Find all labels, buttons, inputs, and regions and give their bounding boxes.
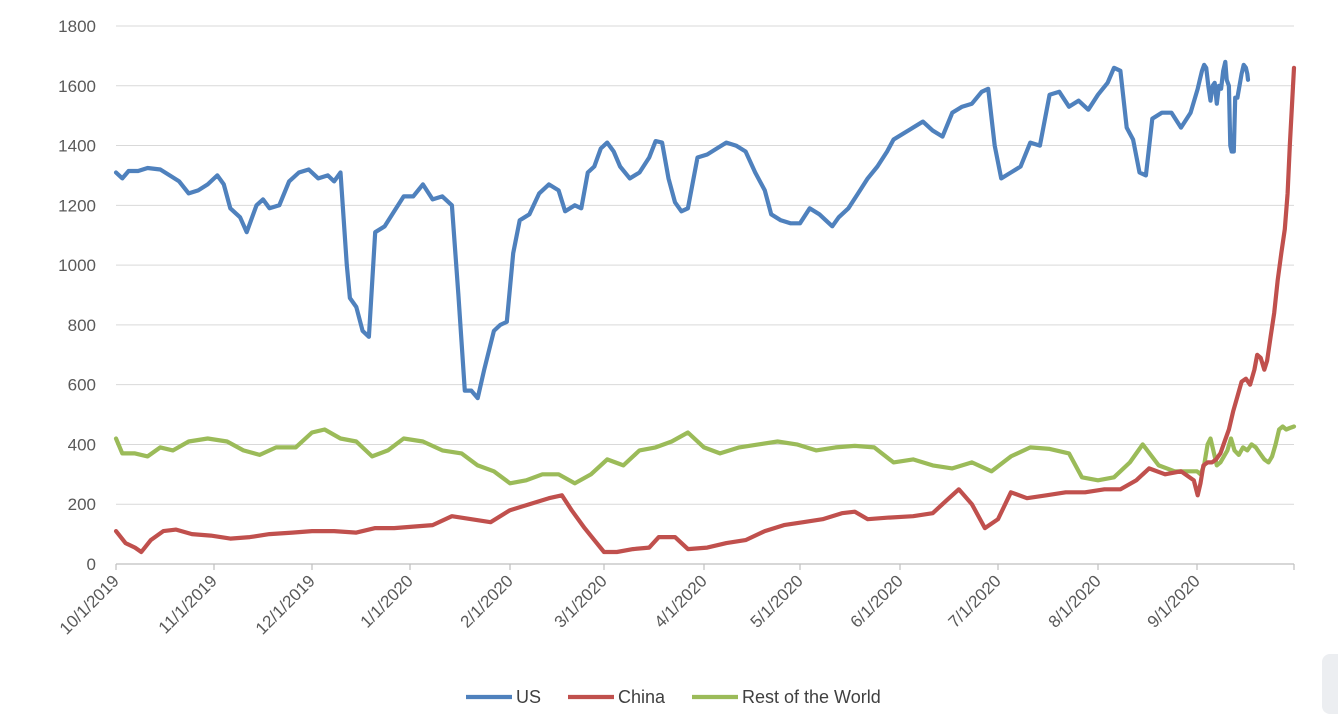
x-tick-label: 11/1/2019 [155, 571, 221, 637]
y-tick-label: 1600 [58, 77, 96, 96]
x-tick-label: 6/1/2020 [847, 571, 907, 631]
series-line-china [113, 65, 1297, 555]
x-tick-label: 8/1/2020 [1045, 571, 1105, 631]
legend-label-rest-of-the-world: Rest of the World [742, 687, 881, 707]
y-tick-label: 200 [68, 495, 96, 514]
y-tick-label: 800 [68, 316, 96, 335]
gridlines [116, 25, 1294, 565]
series-line-us [113, 59, 1251, 401]
x-tick-label: 10/1/2019 [56, 571, 123, 638]
y-tick-label: 1000 [58, 256, 96, 275]
y-tick-label: 400 [68, 435, 96, 454]
x-tick-label: 4/1/2020 [651, 571, 711, 631]
y-tick-label: 1800 [58, 17, 96, 36]
x-tick-label: 12/1/2019 [252, 571, 319, 638]
legend-label-us: US [516, 687, 541, 707]
series-line-rest-of-the-world [113, 424, 1297, 486]
y-tick-label: 1400 [58, 137, 96, 156]
x-axis-tick-labels: 10/1/2019 11/1/2019 12/1/2019 1/1/2020 2/1/2… [56, 564, 1295, 638]
page-scroll-tab[interactable] [1322, 654, 1338, 714]
series-lines [113, 59, 1297, 555]
x-tick-label: 3/1/2020 [551, 571, 611, 631]
legend-label-china: China [618, 687, 666, 707]
x-tick-label: 5/1/2020 [747, 571, 807, 631]
y-tick-label: 600 [68, 376, 96, 395]
y-axis-tick-labels: 0 200 400 600 800 1000 1200 1400 1600 1800 [58, 17, 96, 574]
x-tick-label: 7/1/2020 [945, 571, 1005, 631]
legend: US China Rest of the World [466, 687, 881, 707]
x-tick-label: 1/1/2020 [357, 571, 417, 631]
x-tick-label: 2/1/2020 [457, 571, 517, 631]
y-tick-label: 0 [87, 555, 96, 574]
x-tick-label: 9/1/2020 [1144, 571, 1204, 631]
y-tick-label: 1200 [58, 196, 96, 215]
